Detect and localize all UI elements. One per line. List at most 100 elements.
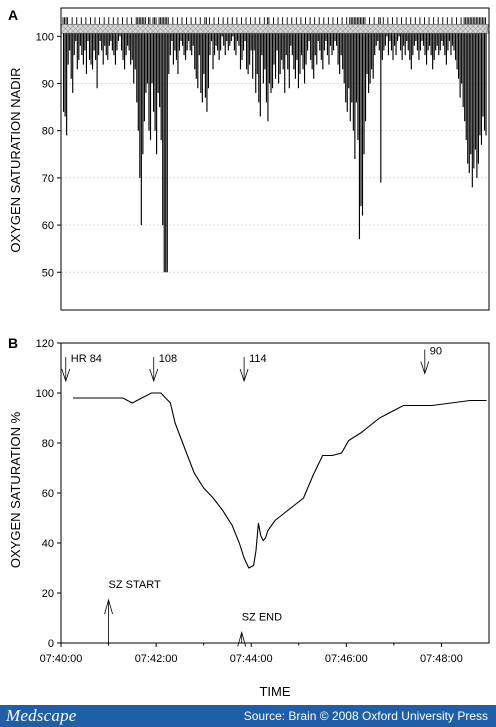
nadir-bar [320, 29, 322, 60]
hatch-mark [395, 24, 406, 34]
nadir-bar [81, 29, 83, 56]
y-tick-label: 80 [42, 126, 54, 138]
nadir-bar [195, 29, 197, 79]
nadir-bar [416, 29, 418, 51]
hatch-mark [60, 24, 71, 34]
hatch-mark [75, 24, 86, 34]
hatch-mark [290, 24, 301, 34]
nadir-bar [282, 29, 284, 70]
nadir-bar [192, 29, 194, 46]
nadir-bar [145, 29, 147, 93]
nadir-bar [404, 29, 406, 56]
nadir-bar [468, 29, 470, 174]
nadir-bar [421, 29, 423, 42]
nadir-bar [104, 29, 106, 46]
nadir-bar [256, 29, 258, 75]
nadir-bar [406, 29, 408, 42]
nadir-bar [220, 29, 222, 51]
nadir-bar [334, 29, 336, 42]
hatch-mark [385, 24, 396, 34]
nadir-bar [101, 29, 103, 51]
nadir-bar [409, 29, 411, 60]
hr-marker-label: HR 84 [71, 353, 102, 365]
x-tick-label: 07:48:00 [420, 653, 463, 665]
nadir-bar [387, 29, 389, 56]
hatch-mark [425, 24, 436, 34]
nadir-bar [316, 29, 318, 65]
nadir-bar [332, 29, 335, 51]
nadir-bar [438, 29, 440, 56]
panel-a-y-axis-ticks: 50 60 70 80 90 100 [36, 31, 61, 279]
nadir-bar [336, 29, 338, 46]
nadir-bar [213, 29, 216, 56]
nadir-bar [183, 29, 185, 56]
nadir-bar [90, 29, 92, 65]
x-tick-label: 07:46:00 [325, 653, 368, 665]
hatch-mark [480, 24, 490, 34]
nadir-bar [143, 29, 145, 122]
nadir-bar [96, 29, 98, 89]
nadir-bar [467, 29, 469, 164]
hr-marker-label: 108 [159, 353, 177, 365]
hatch-mark [380, 24, 391, 34]
nadir-bar [436, 29, 438, 46]
nadir-bar [357, 29, 359, 141]
panel-b: B 0 20 40 60 80 100 120 07:40:00 07:42:00 07:44:… [8, 335, 490, 699]
nadir-bar [189, 29, 191, 51]
hatch-mark [235, 24, 246, 34]
hatch-mark [130, 24, 141, 34]
hatch-mark [360, 24, 371, 34]
hatch-mark [245, 24, 256, 34]
y-tick-label: 100 [36, 388, 54, 400]
nadir-bar [476, 29, 478, 178]
nadir-bar [412, 29, 414, 56]
nadir-bar [276, 29, 278, 51]
hatch-mark [455, 24, 466, 34]
hatch-mark [345, 24, 356, 34]
y-tick-label: 0 [48, 638, 54, 650]
nadir-bar [313, 29, 315, 79]
nadir-bar [130, 29, 132, 65]
nadir-bar [429, 29, 431, 46]
hatch-mark [270, 24, 281, 34]
nadir-bar [125, 29, 127, 56]
nadir-bar [403, 29, 405, 46]
nadir-bar [194, 29, 196, 70]
nadir-bar [383, 29, 385, 51]
hatch-mark [170, 24, 181, 34]
nadir-bar [160, 29, 162, 141]
source-credit: Source: Brain © 2008 Oxford University P… [243, 709, 488, 723]
nadir-bar [346, 29, 348, 112]
nadir-bar [433, 29, 435, 60]
nadir-bar [255, 29, 257, 93]
hr-marker-label: 90 [430, 346, 442, 358]
nadir-bar [264, 29, 266, 70]
nadir-bar [278, 29, 280, 84]
nadir-bar [238, 29, 240, 46]
nadir-bar [102, 29, 104, 65]
nadir-bar [180, 29, 182, 42]
hatch-mark [175, 24, 186, 34]
nadir-bar [259, 29, 261, 117]
nadir-bar [203, 29, 205, 75]
nadir-bar [418, 29, 420, 60]
nadir-bar [69, 29, 71, 51]
panel-b-x-axis-label: TIME [259, 684, 290, 699]
nadir-bar [325, 29, 327, 42]
hatch-mark [275, 24, 286, 34]
hatch-mark [410, 24, 421, 34]
nadir-bar [88, 29, 91, 60]
nadir-bar [273, 29, 275, 65]
nadir-bar [368, 29, 370, 93]
hatch-mark [70, 24, 81, 34]
nadir-bar [258, 29, 260, 103]
nadir-bar [419, 29, 422, 51]
nadir-bar [163, 29, 165, 273]
nadir-bar [378, 29, 380, 51]
nadir-bar [351, 29, 353, 103]
nadir-bar [142, 29, 144, 155]
nadir-bar [427, 29, 429, 51]
nadir-bar [75, 29, 77, 42]
nadir-bar [337, 29, 339, 65]
nadir-bar [473, 29, 475, 169]
